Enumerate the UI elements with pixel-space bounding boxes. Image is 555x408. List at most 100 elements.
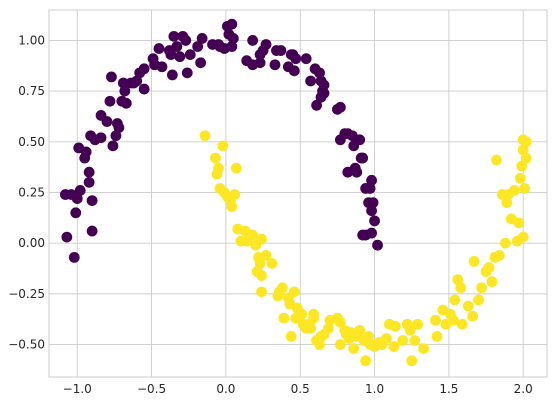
- data-point: [372, 239, 383, 251]
- data-point: [247, 229, 259, 241]
- data-point: [483, 262, 495, 273]
- data-point: [196, 32, 208, 44]
- data-point: [229, 189, 241, 200]
- plot-frame: [48, 9, 548, 378]
- data-point: [318, 87, 330, 99]
- data-point: [138, 83, 150, 95]
- data-point: [300, 53, 312, 65]
- data-point: [71, 193, 83, 204]
- data-point: [230, 162, 242, 174]
- data-point: [397, 335, 409, 346]
- x-tick-label: 0.0: [216, 382, 235, 396]
- data-point: [499, 237, 511, 249]
- data-point: [308, 312, 320, 324]
- data-point: [517, 231, 529, 243]
- data-point: [476, 282, 487, 294]
- data-point: [517, 144, 529, 156]
- data-point: [354, 324, 366, 336]
- data-point: [117, 77, 129, 89]
- data-point: [305, 322, 317, 334]
- data-point: [491, 154, 502, 166]
- data-point: [462, 300, 474, 312]
- data-point: [61, 231, 73, 243]
- data-point: [156, 61, 168, 73]
- data-point: [276, 282, 288, 294]
- data-point: [168, 30, 180, 42]
- data-point: [311, 99, 322, 111]
- data-point: [412, 318, 424, 330]
- data-point: [290, 53, 302, 65]
- data-point: [256, 286, 267, 298]
- data-point: [110, 130, 122, 142]
- data-point: [260, 249, 272, 261]
- data-point: [107, 140, 119, 152]
- data-point: [418, 343, 430, 355]
- data-point: [153, 43, 165, 54]
- data-point: [357, 152, 369, 164]
- data-point: [165, 49, 177, 61]
- data-point: [314, 67, 325, 79]
- x-tick-label: 1.0: [365, 382, 384, 396]
- data-point: [119, 85, 131, 97]
- data-point: [447, 314, 459, 326]
- data-point: [95, 132, 107, 144]
- data-point: [516, 160, 528, 172]
- data-point: [269, 59, 281, 71]
- data-point: [494, 249, 505, 261]
- y-tick-label: 0.00: [18, 236, 45, 250]
- data-point: [334, 316, 346, 328]
- data-point: [83, 176, 95, 188]
- data-point: [514, 172, 526, 184]
- data-point: [254, 258, 266, 269]
- data-point: [520, 136, 532, 148]
- data-point: [452, 274, 464, 286]
- data-point: [192, 41, 204, 52]
- data-point: [366, 205, 377, 217]
- data-point: [227, 32, 239, 44]
- data-point: [364, 183, 376, 194]
- data-point: [80, 146, 92, 158]
- data-point: [318, 79, 330, 91]
- data-point: [138, 63, 150, 75]
- data-point: [501, 197, 513, 209]
- data-point: [366, 227, 377, 239]
- data-point: [431, 331, 443, 342]
- y-tick-label: −0.25: [8, 287, 45, 301]
- data-point: [323, 322, 334, 334]
- data-point: [455, 282, 467, 294]
- data-point: [266, 258, 278, 269]
- data-point: [285, 331, 297, 342]
- data-point: [314, 339, 325, 350]
- data-point: [86, 225, 98, 237]
- data-point: [278, 312, 290, 324]
- data-point: [305, 75, 317, 87]
- data-point: [210, 152, 221, 164]
- data-point: [520, 152, 532, 164]
- data-point: [171, 41, 183, 52]
- y-tick-label: 1.00: [18, 33, 45, 47]
- data-point: [254, 57, 266, 69]
- data-point: [74, 185, 86, 196]
- data-point: [131, 75, 143, 87]
- y-tick-label: 0.75: [18, 84, 45, 98]
- data-point: [184, 49, 196, 61]
- series-1: [199, 130, 532, 367]
- data-point: [351, 166, 363, 178]
- data-point: [68, 251, 80, 263]
- y-tick-label: 0.25: [18, 185, 45, 199]
- x-tick-label: 1.5: [439, 382, 458, 396]
- data-point: [369, 215, 380, 227]
- data-point: [486, 276, 498, 288]
- data-point: [181, 67, 193, 79]
- data-point: [456, 318, 468, 330]
- data-point: [195, 57, 207, 69]
- data-point: [381, 333, 392, 344]
- data-point: [404, 324, 416, 336]
- data-point: [70, 207, 82, 219]
- y-axis-ticks: −0.50 −0.25 0.00 0.25 0.50 0.75 1.00: [8, 33, 45, 351]
- y-tick-label: −0.50: [8, 338, 45, 352]
- data-point: [508, 185, 520, 196]
- data-point: [360, 355, 372, 367]
- data-point: [449, 294, 461, 306]
- y-tick-label: 0.50: [18, 135, 45, 149]
